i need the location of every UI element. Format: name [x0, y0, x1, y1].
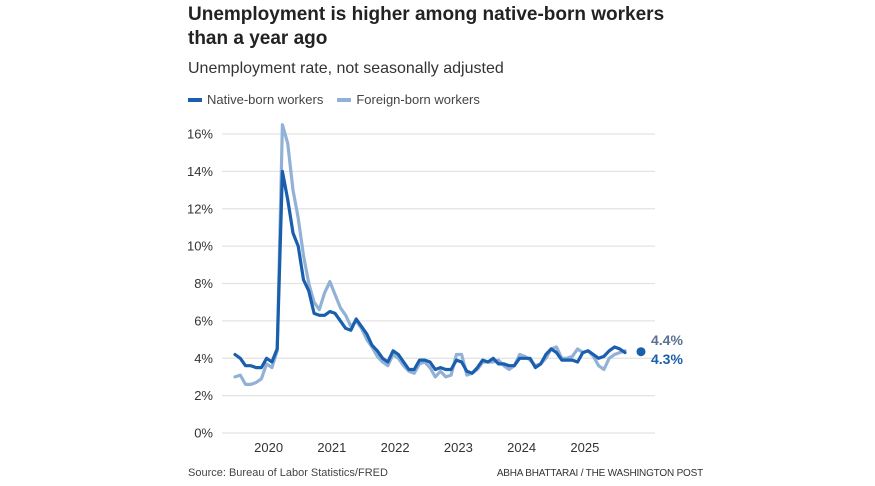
legend-item-native: Native-born workers [188, 92, 323, 107]
credit: ABHA BHATTARAI / THE WASHINGTON POST [496, 468, 703, 479]
y-tick-label: 14% [187, 164, 213, 179]
legend-label-native: Native-born workers [207, 92, 324, 107]
y-tick-label: 2% [194, 388, 213, 403]
legend-swatch-foreign [337, 97, 352, 102]
source-note: Source: Bureau of Labor Statistics/FRED [188, 467, 388, 479]
series-line-foreign-born [233, 123, 627, 386]
end-point-marker [636, 347, 646, 357]
x-tick-label: 2024 [507, 440, 536, 455]
y-tick-label: 4% [194, 351, 213, 366]
end-label-foreign-born: 4.4% [651, 332, 683, 348]
legend-item-foreign: Foreign-born workers [337, 92, 480, 107]
x-tick-label: 2025 [570, 440, 599, 455]
x-tick-label: 2022 [381, 440, 410, 455]
series-line-native-born [233, 169, 627, 375]
x-tick-label: 2023 [444, 440, 473, 455]
chart-subtitle: Unemployment rate, not seasonally adjust… [188, 60, 504, 77]
y-tick-label: 10% [187, 239, 213, 254]
y-tick-label: 12% [187, 201, 213, 216]
end-label-native-born: 4.3% [651, 351, 683, 367]
y-tick-label: 8% [194, 276, 213, 291]
x-tick-label: 2021 [317, 440, 346, 455]
chart-title: Unemployment is higher among native-born… [188, 4, 665, 49]
y-tick-label: 6% [194, 313, 213, 328]
legend-swatch-native [188, 97, 202, 102]
y-tick-label: 16% [187, 127, 213, 142]
legend-label-foreign: Foreign-born workers [356, 92, 480, 107]
legend: Native-born workers Foreign-born workers [188, 92, 480, 107]
y-tick-label: 0% [194, 426, 213, 441]
x-tick-label: 2020 [254, 440, 283, 455]
